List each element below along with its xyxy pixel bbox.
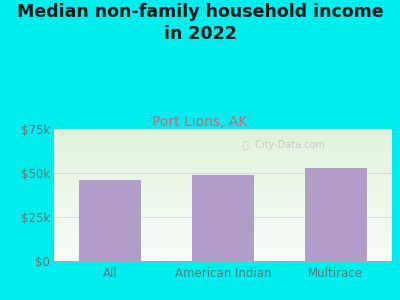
Bar [192, 175, 254, 261]
Bar [79, 180, 141, 261]
Text: ⓘ  City-Data.com: ⓘ City-Data.com [243, 140, 325, 150]
Text: Port Lions, AK: Port Lions, AK [152, 116, 248, 130]
Bar [305, 168, 367, 261]
Text: Median non-family household income
in 2022: Median non-family household income in 20… [17, 3, 383, 43]
